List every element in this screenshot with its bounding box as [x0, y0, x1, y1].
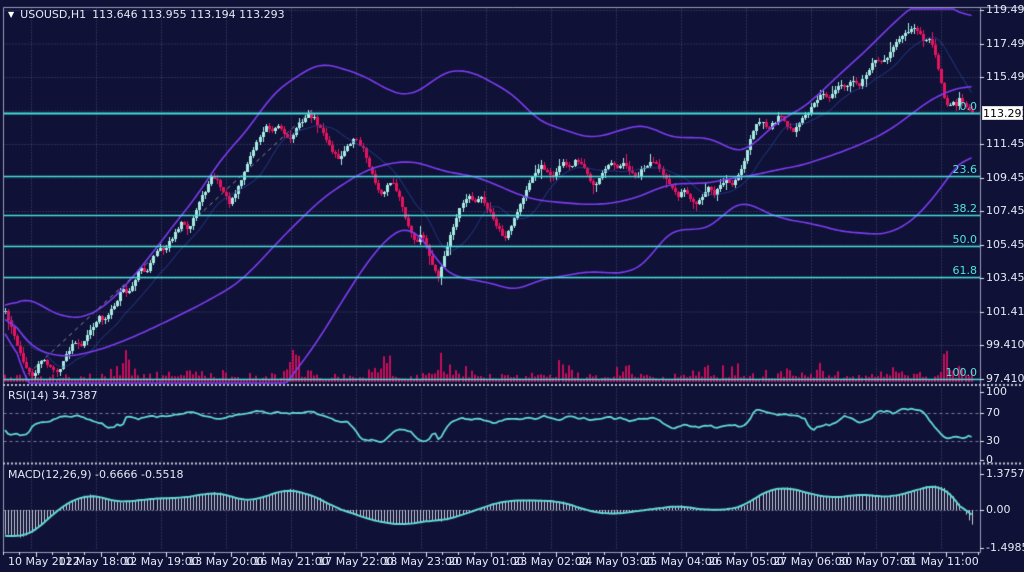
- current-price-box: 113.293: [982, 106, 1024, 120]
- symbol-dropdown-icon[interactable]: ▼: [8, 10, 15, 19]
